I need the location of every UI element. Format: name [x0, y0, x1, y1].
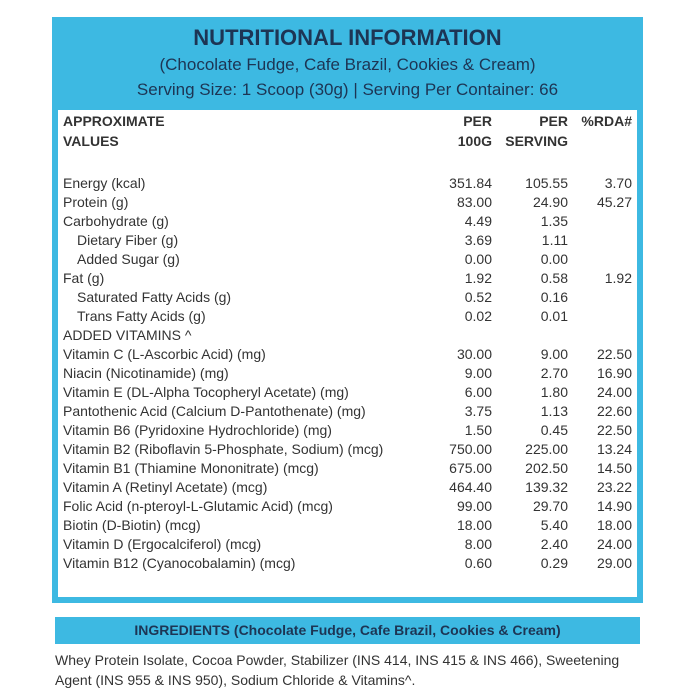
column-header: SERVING	[505, 133, 568, 149]
row-label: Trans Fatty Acids (g)	[77, 308, 206, 324]
cell-value: 0.60	[464, 555, 492, 571]
cell-value: 9.00	[540, 346, 568, 362]
cell-value: 1.80	[540, 384, 568, 400]
cell-value: 83.00	[456, 194, 492, 210]
row-label: Niacin (Nicotinamide) (mg)	[63, 365, 229, 381]
cell-value: 29.00	[596, 555, 632, 571]
cell-value: 0.58	[540, 270, 568, 286]
subtitle: (Chocolate Fudge, Cafe Brazil, Cookies &…	[159, 55, 536, 74]
row-label: Energy (kcal)	[63, 175, 146, 191]
cell-value: 0.45	[540, 422, 568, 438]
cell-value: 0.01	[540, 308, 568, 324]
panel: NUTRITIONAL INFORMATION (Chocolate Fudge…	[52, 17, 643, 603]
table: APPROXIMATE VALUES PER 100G PER SERVING %RDA# E…	[58, 110, 637, 597]
row-label: Vitamin D (Ergocalciferol) (mcg)	[63, 536, 262, 552]
serving: Serving Size: 1 Scoop (30g) | Serving Pe…	[136, 80, 559, 99]
cell-value: 1.92	[604, 270, 632, 286]
cell-value: 18.00	[456, 517, 492, 533]
cell-value: 1.50	[464, 422, 492, 438]
row-label: Added Sugar (g)	[77, 251, 180, 267]
ingredients-line: Whey Protein Isolate, Cocoa Powder, Stab…	[55, 652, 620, 668]
cell-value: 2.70	[540, 365, 568, 381]
cell-value: 0.52	[464, 289, 492, 305]
cell-value: 22.50	[596, 346, 632, 362]
cell-value: 22.50	[596, 422, 632, 438]
row-label: Folic Acid (n-pteroyl-L-Glutamic Acid) (…	[63, 498, 333, 514]
cell-value: 16.90	[596, 365, 632, 381]
column-header: PER	[539, 113, 568, 129]
cell-value: 0.00	[540, 251, 568, 267]
cell-value: 14.50	[596, 460, 632, 476]
title: NUTRITIONAL INFORMATION	[193, 25, 502, 50]
cell-value: 24.00	[596, 536, 632, 552]
row-label: Vitamin E (DL-Alpha Tocopheryl Acetate) …	[63, 384, 349, 400]
row-label: Vitamin A (Retinyl Acetate) (mcg)	[63, 479, 268, 495]
cell-value: 105.55	[525, 175, 568, 191]
row-label: Dietary Fiber (g)	[77, 232, 179, 248]
row-label: Vitamin B1 (Thiamine Mononitrate) (mcg)	[63, 460, 319, 476]
cell-value: 24.90	[532, 194, 568, 210]
cell-value: 14.90	[596, 498, 632, 514]
row-label: Vitamin B12 (Cyanocobalamin) (mcg)	[63, 555, 296, 571]
row-label: Protein (g)	[63, 194, 129, 210]
cell-value: 22.60	[596, 403, 632, 419]
cell-value: 351.84	[449, 175, 492, 191]
column-header: %RDA#	[581, 113, 632, 129]
cell-value: 1.35	[540, 213, 568, 229]
cell-value: 45.27	[596, 194, 632, 210]
ingredients-line: Agent (INS 955 & INS 950), Sodium Chlori…	[55, 672, 416, 688]
cell-value: 1.92	[464, 270, 492, 286]
cell-value: 225.00	[525, 441, 568, 457]
cell-value: 750.00	[449, 441, 492, 457]
column-header: PER	[463, 113, 492, 129]
cell-value: 464.40	[449, 479, 492, 495]
row-label: Vitamin B6 (Pyridoxine Hydrochloride) (m…	[63, 422, 332, 438]
cell-value: 139.32	[525, 479, 568, 495]
cell-value: 6.00	[464, 384, 492, 400]
cell-value: 30.00	[456, 346, 492, 362]
cell-value: 0.29	[540, 555, 568, 571]
row-label: Saturated Fatty Acids (g)	[77, 289, 232, 305]
cell-value: 4.49	[464, 213, 492, 229]
cell-value: 9.00	[464, 365, 492, 381]
cell-value: 3.75	[464, 403, 492, 419]
cell-value: 3.70	[604, 175, 632, 191]
cell-value: 1.13	[540, 403, 568, 419]
row-label: Pantothenic Acid (Calcium D-Pantothenate…	[63, 403, 366, 419]
row-label: Biotin (D-Biotin) (mcg)	[63, 517, 201, 533]
cell-value: 99.00	[456, 498, 492, 514]
cell-value: 8.00	[464, 536, 492, 552]
cell-value: 1.11	[541, 232, 568, 248]
cell-value: 13.24	[596, 441, 632, 457]
ingredients-title: INGREDIENTS (Chocolate Fudge, Cafe Brazi…	[55, 617, 640, 644]
cell-value: 24.00	[596, 384, 632, 400]
cell-value: 0.02	[464, 308, 492, 324]
cell-value: 29.70	[532, 498, 568, 514]
row-label: Carbohydrate (g)	[63, 213, 169, 229]
row-label: Fat (g)	[63, 270, 105, 286]
cell-value: 3.69	[464, 232, 492, 248]
column-header: VALUES	[63, 133, 119, 149]
column-header: APPROXIMATE	[63, 113, 165, 129]
cell-value: 5.40	[540, 517, 568, 533]
cell-value: 675.00	[449, 460, 492, 476]
cell-value: 0.16	[540, 289, 568, 305]
cell-value: 0.00	[464, 251, 492, 267]
column-header: 100G	[457, 133, 492, 149]
cell-value: 18.00	[596, 517, 632, 533]
ingredients-text: Whey Protein Isolate, Cocoa Powder, Stab…	[55, 650, 619, 690]
row-label: Vitamin C (L-Ascorbic Acid) (mg)	[63, 346, 266, 362]
cell-value: 2.40	[540, 536, 568, 552]
cell-value: 202.50	[525, 460, 568, 476]
cell-value: 23.22	[596, 479, 632, 495]
row-label: Vitamin B2 (Riboflavin 5-Phosphate, Sodi…	[63, 441, 384, 457]
row-label: ADDED VITAMINS ^	[63, 327, 192, 343]
